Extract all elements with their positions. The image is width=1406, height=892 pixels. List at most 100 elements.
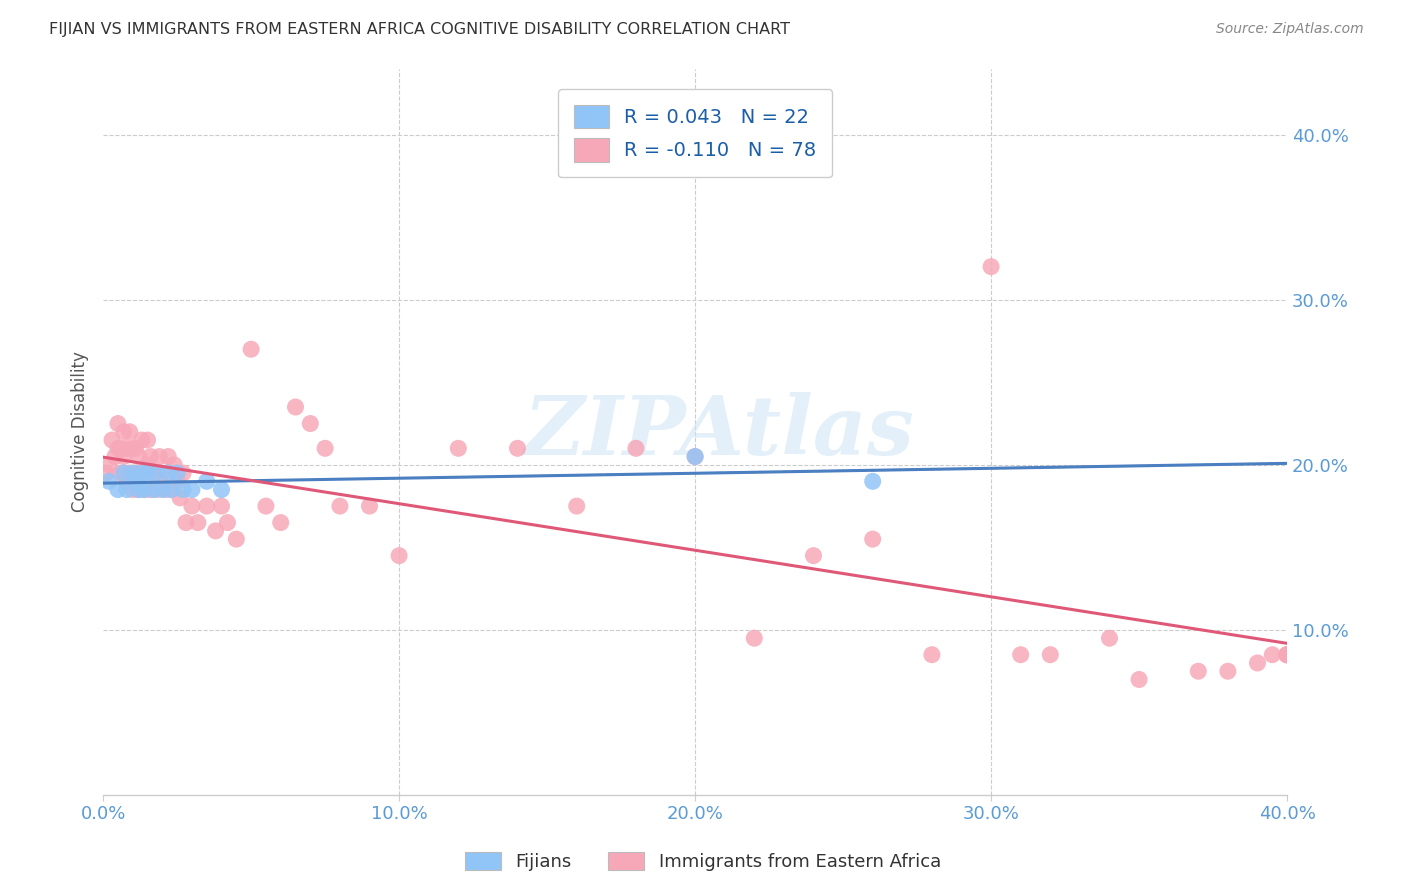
Point (254, 499, 277, 513)
Point (359, 499, 381, 513)
Point (112, 466, 135, 480)
Point (139, 483, 162, 497)
Point (94, 466, 117, 480)
Text: Source: ZipAtlas.com: Source: ZipAtlas.com (1216, 22, 1364, 37)
Point (128, 483, 150, 497)
Point (125, 442, 148, 456)
Point (121, 442, 143, 456)
Point (136, 433, 159, 447)
Legend: Fijians, Immigrants from Eastern Africa: Fijians, Immigrants from Eastern Africa (458, 845, 948, 879)
Point (174, 516, 197, 530)
Y-axis label: Cognitive Disability: Cognitive Disability (72, 351, 89, 512)
Point (447, 442, 470, 456)
Point (142, 483, 165, 497)
Point (1128, 673, 1150, 687)
Point (172, 466, 194, 480)
Point (142, 466, 165, 480)
Point (1275, 648, 1298, 662)
Point (163, 458, 186, 472)
Point (195, 475, 218, 489)
Point (150, 483, 173, 497)
Point (921, 648, 943, 662)
Point (131, 466, 153, 480)
Point (160, 483, 183, 497)
Point (181, 499, 204, 513)
Point (862, 532, 884, 546)
Point (157, 450, 180, 464)
Point (115, 475, 138, 489)
Point (1275, 648, 1298, 662)
Point (107, 483, 129, 497)
Point (240, 343, 263, 357)
Text: ZIPAtlas: ZIPAtlas (523, 392, 914, 472)
Point (136, 458, 159, 472)
Point (862, 475, 884, 489)
Point (299, 417, 322, 431)
Point (172, 483, 194, 497)
Point (134, 483, 156, 497)
Point (110, 442, 132, 456)
Point (169, 491, 191, 505)
Point (683, 450, 706, 464)
Point (131, 466, 153, 480)
Point (181, 483, 204, 497)
Point (980, 260, 1002, 274)
Point (121, 483, 143, 497)
Point (624, 442, 647, 456)
Point (160, 483, 183, 497)
Point (270, 516, 292, 530)
Point (118, 466, 141, 480)
Legend: R = 0.043   N = 22, R = -0.110   N = 78: R = 0.043 N = 22, R = -0.110 N = 78 (558, 89, 832, 178)
Point (211, 499, 233, 513)
Point (1275, 648, 1298, 662)
Point (166, 475, 188, 489)
Point (145, 466, 167, 480)
Point (131, 433, 153, 447)
Point (101, 433, 124, 447)
Point (217, 516, 239, 530)
Point (565, 499, 588, 513)
Point (225, 532, 247, 546)
Point (112, 425, 135, 439)
Point (98, 458, 121, 472)
Point (104, 450, 127, 464)
Point (107, 417, 129, 431)
Point (157, 466, 180, 480)
Point (1246, 656, 1268, 670)
Point (683, 450, 706, 464)
Point (506, 442, 529, 456)
Point (128, 483, 150, 497)
Point (148, 450, 170, 464)
Point (125, 475, 148, 489)
Point (110, 466, 132, 480)
Point (187, 516, 209, 530)
Point (211, 483, 233, 497)
Point (121, 466, 143, 480)
Point (134, 483, 156, 497)
Point (98, 475, 121, 489)
Point (166, 466, 188, 480)
Point (150, 466, 173, 480)
Point (107, 442, 129, 456)
Point (803, 549, 825, 563)
Point (314, 442, 336, 456)
Point (195, 499, 218, 513)
Point (118, 425, 141, 439)
Point (1098, 631, 1121, 645)
Text: FIJIAN VS IMMIGRANTS FROM EASTERN AFRICA COGNITIVE DISABILITY CORRELATION CHART: FIJIAN VS IMMIGRANTS FROM EASTERN AFRICA… (49, 22, 790, 37)
Point (125, 466, 148, 480)
Point (136, 466, 159, 480)
Point (139, 450, 162, 464)
Point (1216, 664, 1239, 678)
Point (1039, 648, 1062, 662)
Point (155, 483, 177, 497)
Point (742, 631, 765, 645)
Point (145, 483, 167, 497)
Point (115, 483, 138, 497)
Point (329, 499, 352, 513)
Point (1275, 648, 1298, 662)
Point (284, 400, 307, 414)
Point (204, 524, 226, 538)
Point (388, 549, 411, 563)
Point (112, 450, 135, 464)
